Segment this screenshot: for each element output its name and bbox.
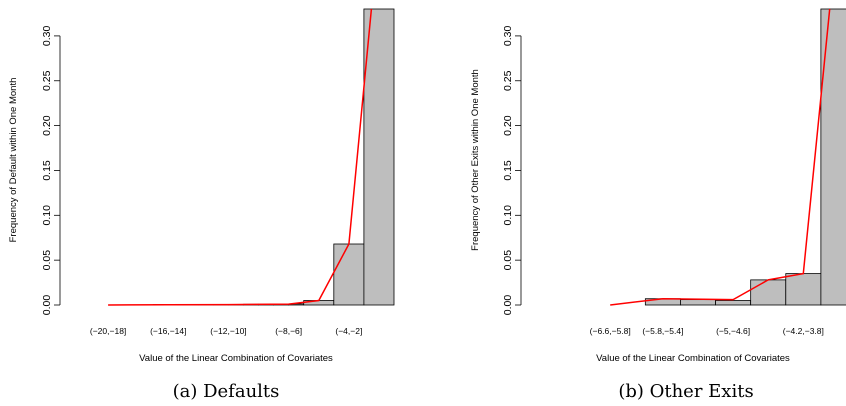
y-tick-label: 0.20 [502,115,514,136]
x-category-label: (−5,−4.6] [716,326,750,336]
y-tick-label: 0.15 [41,160,53,181]
y-tick-label: 0.30 [502,26,514,47]
y-tick-label: 0.15 [502,160,514,181]
y-tick-label: 0.05 [41,250,53,271]
y-tick-label: 0.25 [41,70,53,91]
histogram-bar [750,279,787,306]
x-category-labels: (−6.6,−5.8] (−5.8,−5.4] (−5,−4.6] (−4.2,−3.… [590,326,824,336]
histogram-bar [363,8,395,306]
histogram-bars [152,8,395,306]
x-category-label: (−12,−10] [210,326,246,336]
histogram-bar [680,299,716,306]
y-tick-label: 0.05 [502,250,514,271]
panel-caption: (a) Defaults [173,381,280,402]
y-axis: 0.00 0.05 0.10 0.15 0.20 0.25 0.30 [502,26,522,316]
panel-caption: (b) Other Exits [618,381,753,402]
y-axis-title: Frequency of Other Exits within One Mont… [470,69,481,251]
x-category-labels: (−20,−18] (−16,−14] (−12,−10] (−8,−6] (−4,−2… [90,326,362,336]
x-category-label: (−4,−2] [335,326,362,336]
x-category-label: (−6.6,−5.8] [590,326,631,336]
histogram-bar [715,300,752,306]
y-tick-label: 0.10 [502,205,514,226]
y-tick-label: 0.00 [502,295,514,316]
histogram-bars [644,8,846,306]
x-axis-title: Value of the Linear Combination of Covar… [139,353,333,364]
histogram-bar [333,243,365,306]
histogram-bar [785,273,822,306]
y-tick-label: 0.25 [502,70,514,91]
fitted-line [610,8,831,306]
x-category-label: (−8,−6] [275,326,302,336]
y-axis: 0.00 0.05 0.10 0.15 0.20 0.25 0.30 [41,26,61,316]
y-tick-label: 0.20 [41,115,53,136]
y-tick-label: 0.10 [41,205,53,226]
chart-panel-defaults: 0.000.050.100.150.200.250.30 (−20,−18] (−… [8,8,395,402]
y-tick-label: 0.30 [41,26,53,47]
fitted-line [108,8,373,306]
x-axis-title: Value of the Linear Combination of Covar… [596,353,790,364]
chart-panel-other-exits: 0.00 0.05 0.10 0.15 0.20 0.25 0.30 (−6.6,−5.8]… [470,8,846,402]
y-tick-label: 0.00 [41,295,53,316]
x-category-label: (−20,−18] [90,326,126,336]
x-category-label: (−4.2,−3.8] [783,326,824,336]
y-axis-title: Frequency of Default within One Month [8,78,19,243]
x-category-label: (−16,−14] [150,326,186,336]
x-category-label: (−5.8,−5.4] [642,326,683,336]
